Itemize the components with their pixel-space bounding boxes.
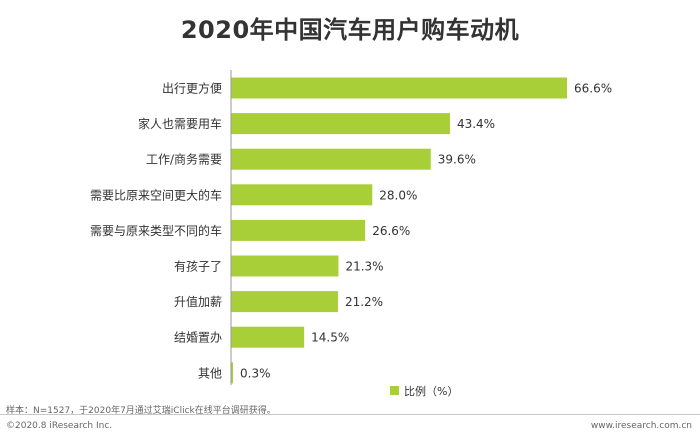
sample-note: 样本：N=1527，于2020年7月通过艾瑞iClick在线平台调研获得。 <box>6 406 276 416</box>
legend-label: 比例（%） <box>404 384 458 398</box>
category-label: 结婚置办 <box>174 330 222 345</box>
data-label: 26.6% <box>372 224 410 238</box>
bar <box>231 148 431 170</box>
category-label: 升值加薪 <box>174 294 222 309</box>
data-label: 66.6% <box>574 82 612 96</box>
website-text: www.iresearch.com.cn <box>590 421 692 431</box>
category-label: 有孩子了 <box>174 260 222 274</box>
chart-title: 2020年中国汽车用户购车动机 <box>180 16 520 44</box>
bar <box>231 255 339 277</box>
category-label: 需要比原来空间更大的车 <box>90 187 222 202</box>
category-label: 工作/商务需要 <box>146 152 222 167</box>
bar <box>231 184 373 206</box>
data-label: 0.3% <box>240 366 271 380</box>
category-label: 需要与原来类型不同的车 <box>90 223 222 238</box>
category-label: 其他 <box>198 366 222 380</box>
data-label: 14.5% <box>311 331 349 345</box>
footer-divider <box>0 414 700 415</box>
bar <box>231 219 366 241</box>
data-label: 21.3% <box>345 260 383 274</box>
category-label: 出行更方便 <box>162 81 222 96</box>
data-label: 21.2% <box>345 295 383 309</box>
data-label: 28.0% <box>379 188 417 202</box>
category-label: 家人也需要用车 <box>138 116 222 131</box>
data-label: 43.4% <box>457 117 495 131</box>
legend-swatch <box>390 386 399 395</box>
bar <box>231 77 567 99</box>
bar <box>231 113 450 135</box>
bar-chart: 出行更方便 66.6% 家人也需要用车 43.4% 工作/商务需要 39.6% 需要比原来空… <box>90 70 612 398</box>
bar <box>231 291 338 313</box>
bar <box>231 326 305 348</box>
copyright-text: ©2020.8 iResearch Inc. <box>6 421 113 431</box>
bar <box>231 362 233 384</box>
data-label: 39.6% <box>438 153 476 167</box>
